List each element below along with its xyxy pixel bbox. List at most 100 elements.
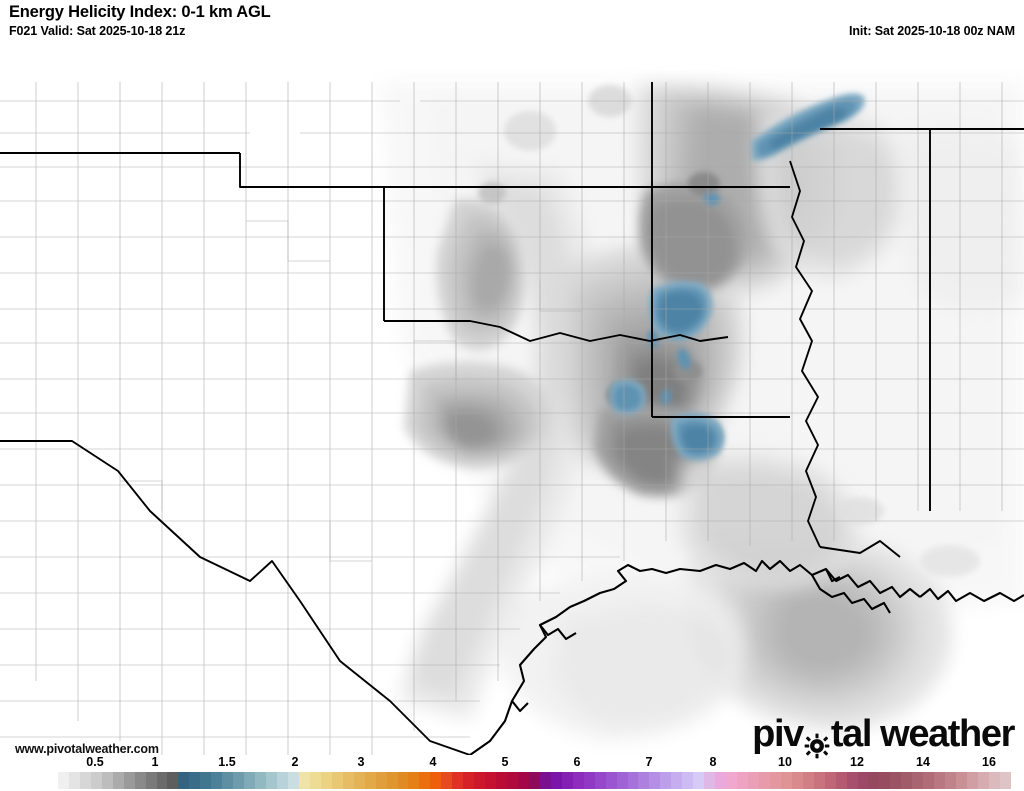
colorbar-swatch	[616, 772, 628, 789]
colorbar-swatch	[769, 772, 781, 789]
colorbar-swatch	[145, 772, 157, 789]
colorbar-swatch	[79, 772, 91, 789]
colorbar-swatch	[200, 772, 212, 789]
forecast-valid-label: F021 Valid: Sat 2025-10-18 21z	[9, 24, 186, 38]
colorbar-swatch	[474, 772, 486, 789]
colorbar-footer: 0.5 1 1.5 2 3 4 5 6 7 8 10 12 14 16	[0, 755, 1024, 791]
colorbar-swatch	[802, 772, 814, 789]
colorbar-swatch	[583, 772, 595, 789]
colorbar-swatch	[178, 772, 190, 789]
colorbar-swatch	[561, 772, 573, 789]
colorbar-swatch	[934, 772, 946, 789]
colorbar-swatch	[737, 772, 748, 789]
map-canvas[interactable]	[0, 41, 1024, 755]
colorbar-swatch	[255, 772, 267, 789]
colorbar-swatch	[758, 772, 770, 789]
colorbar-tick: 14	[916, 755, 930, 769]
colorbar-swatch	[430, 772, 442, 789]
colorbar-swatch	[287, 772, 299, 789]
colorbar-swatch	[715, 772, 727, 789]
colorbar-swatch	[419, 772, 431, 789]
gear-sun-icon	[804, 726, 830, 758]
colorbar-swatch	[539, 772, 551, 789]
coastline	[469, 559, 1024, 755]
colorbar-swatch	[704, 772, 716, 789]
northeast-texas-blue	[609, 379, 646, 415]
map-svg	[0, 41, 1024, 755]
colorbar-swatch	[47, 772, 58, 789]
colorbar-swatch	[550, 772, 562, 789]
colorbar-swatch	[386, 772, 398, 789]
colorbar-swatch	[441, 772, 453, 789]
colorbar-swatch	[298, 772, 310, 789]
logo-text-part2: tal weather	[830, 713, 1016, 755]
page-title: Energy Helicity Index: 0-1 km AGL	[9, 3, 271, 21]
colorbar-swatch	[320, 772, 332, 789]
colorbar-swatch	[353, 772, 365, 789]
colorbar-scale[interactable]	[47, 772, 1011, 789]
colorbar-swatch	[397, 772, 409, 789]
colorbar-swatch	[923, 772, 935, 789]
colorbar-swatch	[112, 772, 124, 789]
colorbar-swatch	[605, 772, 617, 789]
colorbar-swatch	[594, 772, 606, 789]
colorbar-swatch	[485, 772, 497, 789]
colorbar-tick-labels: 0.5 1 1.5 2 3 4 5 6 7 8 10 12 14 16	[0, 755, 1024, 773]
colorbar-swatch	[156, 772, 168, 789]
colorbar-swatch	[638, 772, 650, 789]
colorbar-swatch	[68, 772, 80, 789]
colorbar-swatch	[780, 772, 792, 789]
colorbar-tick: 16	[982, 755, 996, 769]
colorbar-swatch	[649, 772, 661, 789]
colorbar-swatch	[978, 772, 989, 789]
colorbar-swatch	[452, 772, 464, 789]
colorbar-tick: 10	[778, 755, 792, 769]
louisiana-blue-core	[671, 412, 725, 461]
colorbar-tick: 2	[291, 755, 299, 769]
colorbar-swatch	[879, 772, 891, 789]
colorbar-swatch	[463, 772, 475, 789]
colorbar-tick: 1.5	[218, 755, 236, 769]
colorbar-swatch	[868, 772, 880, 789]
colorbar-tick: 4	[429, 755, 437, 769]
colorbar-swatch	[912, 772, 924, 789]
colorbar-swatch	[233, 772, 245, 789]
colorbar-swatch	[211, 772, 223, 789]
colorbar-swatch	[244, 772, 256, 789]
colorbar-swatch	[693, 772, 705, 789]
map-header: Energy Helicity Index: 0-1 km AGL F021 V…	[0, 0, 1024, 41]
colorbar-swatch	[309, 772, 321, 789]
colorbar-swatch	[890, 772, 902, 789]
colorbar-swatch	[748, 772, 759, 789]
colorbar-tick: 7	[645, 755, 653, 769]
colorbar-swatch	[824, 772, 836, 789]
colorbar-tick: 6	[573, 755, 581, 769]
colorbar-swatch	[408, 772, 420, 789]
colorbar-swatch	[507, 772, 518, 789]
colorbar-swatch	[791, 772, 803, 789]
colorbar-swatch	[528, 772, 540, 789]
colorbar-tick: 8	[709, 755, 717, 769]
colorbar-swatch	[101, 772, 113, 789]
colorbar-swatch	[999, 772, 1011, 789]
colorbar-swatch	[813, 772, 825, 789]
colorbar-swatch	[627, 772, 639, 789]
website-url: www.pivotalweather.com	[15, 742, 159, 756]
colorbar-swatch	[682, 772, 694, 789]
county-boundaries	[0, 82, 1024, 755]
colorbar-swatch	[726, 772, 738, 789]
colorbar-swatch	[901, 772, 913, 789]
pivotal-weather-logo: piv ta	[752, 713, 1016, 758]
colorbar-swatch	[222, 772, 234, 789]
logo-text-part1: piv	[752, 713, 804, 755]
colorbar-swatch	[331, 772, 343, 789]
colorbar-swatch	[375, 772, 387, 789]
colorbar-tick: 12	[850, 755, 864, 769]
colorbar-swatch	[660, 772, 672, 789]
missouri-blue-band	[752, 93, 865, 161]
colorbar-swatch	[134, 772, 146, 789]
colorbar-tick: 3	[357, 755, 365, 769]
colorbar-swatch	[496, 772, 508, 789]
ehi-shading-layer	[380, 81, 1024, 741]
